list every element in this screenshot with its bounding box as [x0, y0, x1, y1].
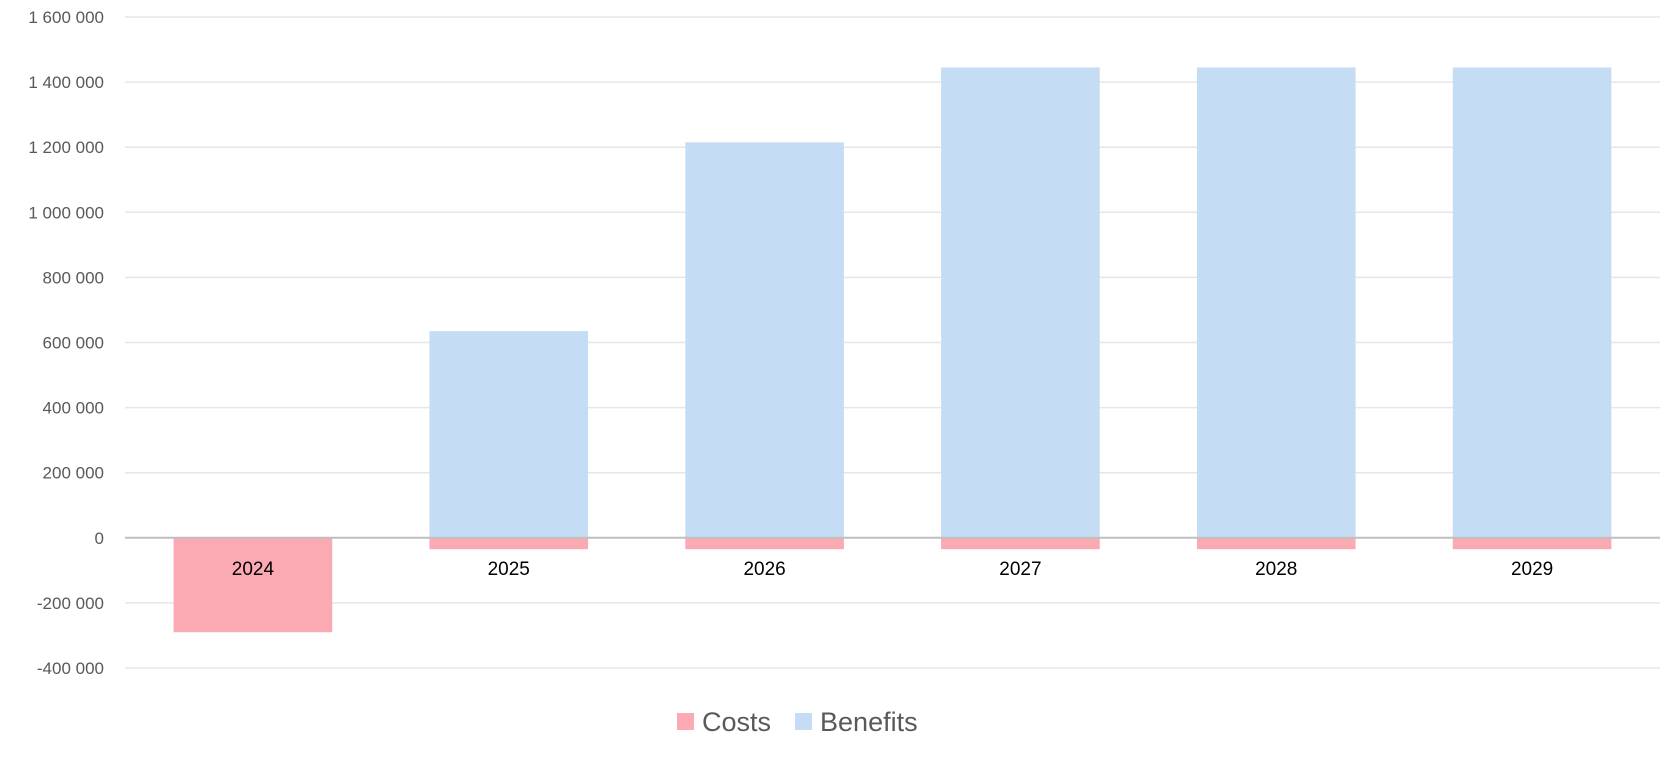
x-tick-label: 2026: [743, 559, 785, 580]
x-tick-label: 2024: [232, 559, 275, 580]
legend: Costs Benefits: [677, 707, 918, 737]
bar-costs-2028: [1196, 537, 1356, 550]
x-tick-label: 2028: [1255, 559, 1297, 580]
y-tick-label: 1 600 000: [28, 8, 104, 27]
x-tick-label: 2029: [1511, 559, 1553, 580]
bar-costs-2024: [173, 537, 333, 633]
legend-label-costs: Costs: [702, 707, 771, 737]
y-tick-label: 0: [95, 529, 104, 548]
bar-benefits-2026: [685, 142, 844, 538]
legend-swatch-benefits: [795, 713, 813, 730]
bars: [173, 67, 1612, 633]
bar-costs-2027: [941, 537, 1100, 550]
y-tick-label: -400 000: [37, 659, 104, 678]
bar-benefits-2025: [429, 331, 589, 538]
bar-benefits-2027: [941, 67, 1100, 538]
bar-costs-2025: [429, 537, 589, 550]
y-tick-label: 600 000: [43, 334, 104, 353]
bar-costs-2029: [1452, 537, 1612, 550]
bar-benefits-2028: [1196, 67, 1356, 538]
bar-benefits-2029: [1452, 67, 1612, 538]
gridlines: [125, 16, 1660, 669]
x-axis-category-labels: 2024 2025 2026 2027 2028 2029: [232, 559, 1553, 580]
y-tick-label: 200 000: [43, 464, 104, 483]
y-tick-label: 1 000 000: [28, 203, 104, 222]
legend-swatch-costs: [677, 713, 694, 730]
bar-costs-2026: [685, 537, 844, 550]
y-tick-label: 1 400 000: [28, 73, 104, 92]
x-tick-label: 2025: [488, 559, 530, 580]
y-tick-label: 800 000: [43, 268, 104, 287]
y-tick-label: -200 000: [37, 594, 104, 613]
y-tick-label: 1 200 000: [28, 138, 104, 157]
y-tick-label: 400 000: [43, 399, 104, 418]
y-axis-tick-labels: -400 000 -200 000 0 200 000 400 000 600 000 80…: [28, 8, 104, 678]
x-tick-label: 2027: [999, 559, 1041, 580]
legend-label-benefits: Benefits: [820, 707, 918, 737]
